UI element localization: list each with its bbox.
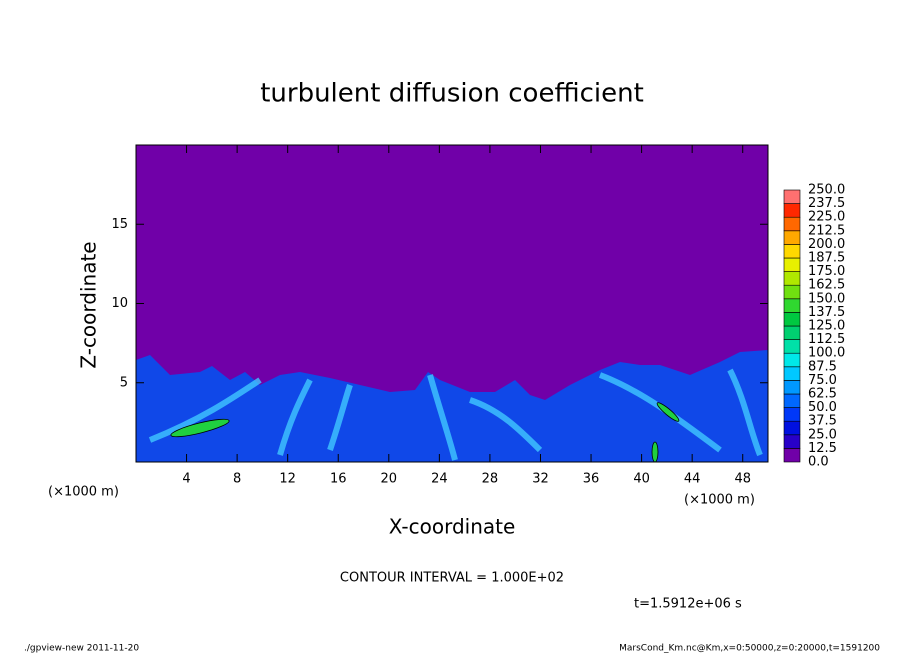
contour-note: CONTOUR INTERVAL = 1.000E+02 [340, 571, 564, 586]
colorbar-box [783, 393, 801, 408]
colorbar-label: 162.5 [808, 278, 845, 293]
colorbar-box [783, 434, 801, 449]
field [136, 145, 768, 463]
x-tick-label: 36 [583, 472, 600, 487]
chart-title: turbulent diffusion coefficient [260, 79, 644, 109]
colorbar-label: 125.0 [808, 319, 845, 334]
time-label: t=1.5912e+06 s [634, 597, 742, 612]
x-tick-label: 24 [431, 472, 448, 487]
x-tick-label: 16 [330, 472, 347, 487]
colorbar-box [783, 216, 801, 232]
x-tick-label: 20 [381, 472, 398, 487]
colorbar-box [783, 230, 801, 245]
colorbar-box [783, 366, 801, 381]
x-tick-label: 40 [633, 472, 650, 487]
colorbar-box [783, 189, 801, 204]
colorbar-label: 250.0 [808, 183, 845, 198]
colorbar-label: 100.0 [808, 346, 845, 361]
colorbar-box [783, 298, 801, 313]
x-tick-label: 28 [482, 472, 499, 487]
x-unit: (×1000 m) [684, 493, 755, 508]
x-axis-label: X-coordinate [389, 515, 516, 539]
y-tick-label: 5 [120, 375, 128, 390]
colorbar-box [783, 380, 801, 395]
colorbar-label: 200.0 [808, 237, 845, 252]
colorbar-label: 187.5 [808, 251, 845, 266]
colorbar-label: 112.5 [808, 332, 845, 347]
colorbar-label: 75.0 [808, 373, 837, 388]
colorbar-label: 50.0 [808, 400, 837, 415]
high-patch [656, 402, 680, 422]
colorbar-box [783, 325, 801, 340]
colorbar-box [783, 284, 801, 300]
colorbar-box [783, 312, 801, 327]
colorbar-label: 25.0 [808, 427, 837, 442]
colorbar-label: 212.5 [808, 223, 845, 238]
colorbar-box [783, 448, 801, 463]
x-tick-label: 32 [532, 472, 549, 487]
high-patch [170, 418, 230, 438]
colorbar-label: 0.0 [808, 455, 829, 470]
colorbar-box [783, 352, 801, 368]
colorbar-box [783, 339, 801, 354]
colorbar-box [783, 257, 801, 272]
footer: ./gpview-new 2011-11-20 [24, 644, 139, 654]
turbulent-streak [148, 368, 763, 461]
x-tick-label: 4 [182, 472, 190, 487]
colorbar-label: 62.5 [808, 387, 837, 402]
colorbar-box [783, 420, 801, 436]
x-tick-label: 12 [279, 472, 296, 487]
colorbar-box [783, 203, 801, 218]
x-unit: (×1000 m) [48, 485, 119, 500]
colorbar-label: 237.5 [808, 196, 845, 211]
x-tick-label: 44 [684, 472, 701, 487]
colorbar-box [783, 271, 801, 286]
colorbar-label: 37.5 [808, 414, 837, 429]
colorbar-box [783, 407, 801, 422]
y-axis-label: Z-coordinate [77, 241, 101, 368]
colorbar-label: 12.5 [808, 441, 837, 456]
y-tick-label: 15 [111, 217, 128, 232]
colorbar-label: 150.0 [808, 291, 845, 306]
footer: MarsCond_Km.nc@Km,x=0:50000,z=0:20000,t=… [619, 644, 880, 654]
colorbar-label: 175.0 [808, 264, 845, 279]
x-tick-label: 8 [233, 472, 241, 487]
colorbar-box [783, 244, 801, 259]
high-patch [651, 441, 659, 463]
x-tick-label: 48 [734, 472, 751, 487]
colorbar-label: 137.5 [808, 305, 845, 320]
colorbar-label: 87.5 [808, 359, 837, 374]
colorbar-label: 225.0 [808, 210, 845, 225]
y-tick-label: 10 [111, 296, 128, 311]
